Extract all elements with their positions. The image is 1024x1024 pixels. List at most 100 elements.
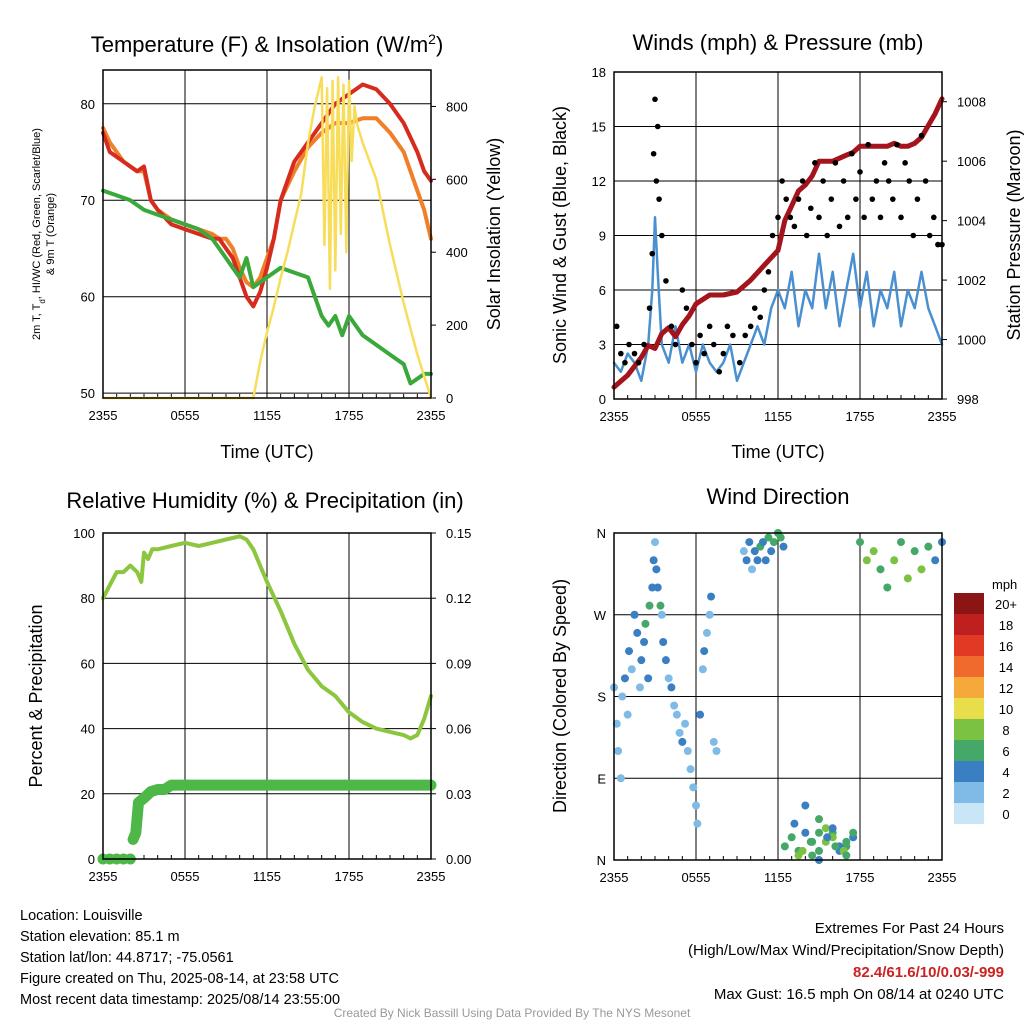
direction-point: [890, 556, 899, 565]
direction-point: [910, 547, 919, 556]
x-tick-label: 2355: [89, 408, 118, 423]
colorbar-title: mph: [992, 577, 1017, 592]
right-y-tick-label: 200: [446, 318, 468, 333]
gust-point: [683, 305, 690, 311]
x-tick-label: 2355: [928, 870, 957, 885]
y-tick-label: 18: [592, 65, 606, 80]
direction-point: [675, 728, 684, 737]
gust-point: [828, 196, 835, 202]
gust-point: [910, 232, 917, 239]
direction-point: [653, 583, 662, 592]
direction-point: [689, 783, 698, 792]
direction-point: [815, 815, 823, 824]
gust-point: [918, 132, 925, 139]
series-line: [612, 216, 944, 383]
gust-point: [663, 278, 669, 284]
y-tick-label: N: [597, 853, 606, 868]
direction-point: [616, 774, 625, 783]
gust-point: [783, 196, 789, 202]
direction-point: [856, 538, 864, 547]
direction-point: [678, 737, 687, 746]
winds-panel-title: Winds (mph) & Pressure (mb): [633, 30, 924, 55]
colorbar-label: 8: [1002, 723, 1009, 738]
colorbar-label: 14: [999, 660, 1013, 675]
direction-point: [815, 828, 823, 837]
direction-point: [683, 747, 692, 755]
gust-point: [710, 341, 717, 348]
wind-direction-plot-frame: [613, 532, 943, 861]
gust-point: [626, 341, 632, 348]
right-y-tick-label: 1006: [957, 154, 986, 169]
x-tick-label: 1755: [846, 870, 875, 885]
x-tick-label: 1755: [335, 869, 364, 884]
direction-point: [798, 846, 807, 855]
gust-point: [757, 314, 764, 321]
gust-point: [885, 178, 892, 184]
max-gust-text: Max Gust: 16.5 mph On 08/14 at 0240 UTC: [713, 986, 1004, 1003]
gust-point: [902, 160, 908, 166]
colorbar-label: 2: [1002, 786, 1009, 801]
colorbar-swatch: [954, 656, 984, 677]
right-y-tick-label: 0.12: [446, 591, 471, 606]
x-tick-label: 0555: [171, 408, 200, 423]
x-tick-label: 1155: [764, 409, 792, 424]
right-y-tick-label: 1008: [957, 95, 986, 110]
gust-point: [751, 305, 758, 311]
gust-point: [820, 178, 826, 184]
gust-point: [832, 160, 839, 166]
gust-point: [618, 350, 624, 357]
gust-point: [724, 323, 731, 330]
gust-point: [812, 160, 818, 166]
recent-text: Most recent data timestamp: 2025/08/14 2…: [20, 992, 341, 1008]
direction-point: [648, 583, 657, 592]
gust-point: [730, 332, 736, 339]
right-y-tick-label: 400: [446, 245, 468, 260]
panel-winds: Winds (mph) & Pressure (mb) 2355 0555 1155…: [550, 30, 1024, 462]
direction-point: [842, 851, 851, 860]
direction-point: [635, 683, 644, 692]
y-tick-label: 50: [81, 386, 95, 401]
wind-direction-points: [610, 529, 946, 864]
gust-point: [836, 223, 843, 230]
temperature-grid: [102, 70, 436, 399]
gust-point: [808, 205, 814, 212]
gust-point: [742, 332, 748, 339]
direction-point: [681, 719, 690, 728]
gust-point: [650, 150, 657, 157]
gust-point: [881, 160, 888, 166]
winds-series: [611, 96, 945, 390]
direction-point: [903, 574, 912, 583]
direction-point: [667, 683, 676, 692]
direction-point: [641, 619, 650, 628]
gust-point: [716, 368, 723, 375]
right-y-tick-label: 998: [957, 392, 979, 407]
direction-point: [758, 538, 767, 547]
gust-point: [747, 323, 754, 330]
series-line: [101, 116, 433, 290]
credit-text: Created By Nick Bassill Using Data Provi…: [333, 1006, 691, 1020]
series-line: [611, 96, 945, 390]
gust-point: [697, 332, 703, 339]
direction-point: [659, 638, 668, 646]
temperature-ylabel-line2: & 9m T (Orange): [45, 193, 57, 275]
direction-point: [806, 837, 815, 846]
gust-point: [672, 341, 679, 348]
direction-point: [764, 533, 773, 542]
colorbar-swatch: [954, 635, 984, 656]
right-y-tick-label: 800: [446, 99, 468, 114]
y-tick-label: 0: [88, 852, 95, 867]
gust-point: [701, 350, 707, 357]
gust-point: [659, 232, 665, 239]
direction-point: [750, 547, 759, 556]
x-tick-label: 1155: [253, 869, 281, 884]
gust-point: [689, 341, 695, 348]
temperature-tick-labels: 2355 0555 1155 1755 235550607080020040060080…: [81, 97, 468, 423]
gust-point: [656, 196, 662, 202]
gust-point: [861, 214, 867, 221]
direction-point: [707, 592, 716, 601]
speed-colorbar: 0 2 4 6 8 10 12 14 16 18 20+: [954, 593, 1017, 824]
created-text: Figure created on Thu, 2025-08-14, at 23…: [20, 971, 339, 987]
wind-direction-grid: [613, 532, 943, 861]
direction-point: [696, 710, 705, 719]
